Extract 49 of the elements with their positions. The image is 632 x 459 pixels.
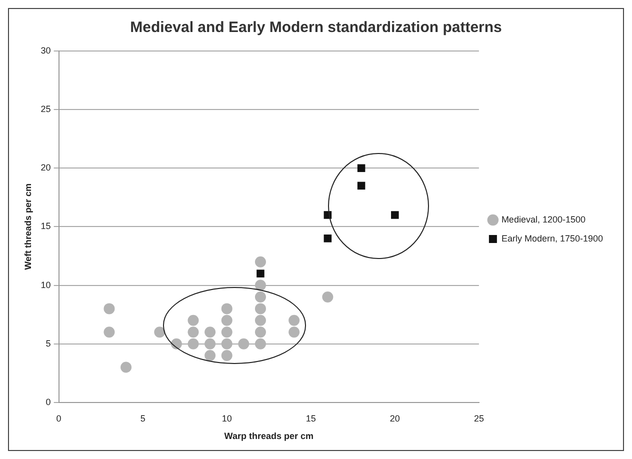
- point: [188, 314, 199, 326]
- point: [221, 303, 232, 314]
- point: [391, 211, 399, 219]
- point: [204, 338, 216, 350]
- point: [204, 350, 216, 362]
- point: [254, 256, 266, 268]
- y-tick-label: 10: [40, 280, 51, 290]
- point: [254, 280, 266, 291]
- point: [254, 314, 266, 326]
- y-tick-label: 5: [46, 338, 51, 348]
- point: [324, 234, 332, 242]
- point: [221, 338, 232, 350]
- point: [221, 314, 232, 326]
- point: [357, 182, 366, 190]
- x-tick-label: 5: [140, 413, 146, 424]
- point: [254, 338, 266, 350]
- point: [357, 164, 366, 172]
- x-axis-title: Warp threads per cm: [224, 431, 314, 442]
- y-tick-label: 25: [40, 104, 51, 114]
- point: [221, 350, 232, 362]
- y-tick-label: 30: [40, 45, 51, 56]
- x-tick-label: 25: [474, 413, 484, 424]
- point: [221, 326, 232, 338]
- y-tick-label: 20: [40, 162, 51, 173]
- point: [204, 326, 216, 338]
- point: [254, 303, 266, 314]
- legend-label: Early Modern, 1750-1900: [501, 233, 603, 244]
- point: [254, 326, 266, 338]
- legend-label: Medieval, 1200-1500: [501, 214, 586, 224]
- x-tick-label: 15: [306, 413, 316, 424]
- x-tick-label: 10: [222, 413, 232, 424]
- y-axis-title: Weft threads per cm: [22, 184, 33, 270]
- point: [188, 338, 199, 350]
- point: [322, 291, 334, 302]
- chart-title: Medieval and Early Modern standardization patterns: [130, 19, 502, 36]
- point: [288, 326, 300, 338]
- point: [154, 326, 166, 338]
- point: [288, 314, 300, 326]
- point: [120, 362, 132, 373]
- point: [238, 338, 250, 350]
- point: [254, 291, 266, 302]
- y-tick-label: 15: [40, 221, 51, 232]
- y-tick-label: 0: [46, 396, 51, 407]
- point: [104, 326, 115, 338]
- point: [256, 270, 264, 278]
- point: [104, 303, 115, 314]
- point: [188, 326, 199, 338]
- x-tick-label: 20: [390, 413, 400, 424]
- x-tick-label: 0: [56, 413, 62, 424]
